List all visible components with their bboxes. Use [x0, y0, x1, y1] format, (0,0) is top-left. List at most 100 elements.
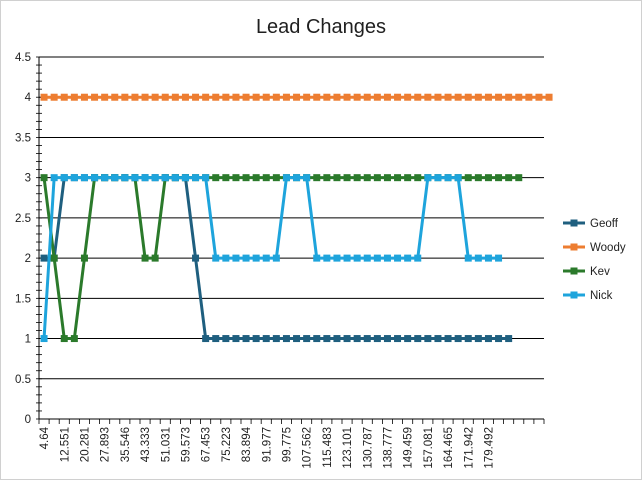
y-tick-label: 3 — [25, 173, 31, 185]
data-point-woody — [222, 93, 230, 101]
data-point-kev — [323, 174, 331, 182]
x-tick-label: 99.775 — [281, 427, 293, 462]
data-point-kev — [464, 174, 472, 182]
data-point-woody — [192, 93, 200, 101]
x-tick-label: 91.977 — [261, 427, 273, 462]
data-point-nick — [151, 174, 159, 182]
data-point-kev — [333, 174, 341, 182]
data-point-geoff — [495, 335, 503, 343]
data-point-geoff — [444, 335, 452, 343]
data-point-geoff — [232, 335, 240, 343]
data-point-nick — [454, 174, 462, 182]
x-tick-label: 20.281 — [79, 427, 91, 462]
data-point-geoff — [282, 335, 290, 343]
legend-label: Woody — [590, 242, 626, 254]
data-point-nick — [262, 254, 270, 262]
data-point-woody — [495, 93, 503, 101]
series-woody — [40, 93, 553, 101]
legend-swatch-marker — [570, 267, 578, 275]
data-point-woody — [141, 93, 149, 101]
data-point-nick — [202, 174, 210, 182]
x-tick-label: 43.333 — [140, 427, 152, 462]
x-tick-label: 115.483 — [322, 427, 334, 468]
data-point-nick — [434, 174, 442, 182]
data-point-nick — [212, 254, 220, 262]
data-point-kev — [495, 174, 503, 182]
data-point-woody — [464, 93, 472, 101]
data-point-nick — [222, 254, 230, 262]
data-point-geoff — [404, 335, 412, 343]
data-point-kev — [151, 254, 159, 262]
data-point-kev — [242, 174, 250, 182]
data-point-geoff — [242, 335, 250, 343]
legend-swatch-marker — [570, 219, 578, 227]
data-point-kev — [262, 174, 270, 182]
data-point-kev — [404, 174, 412, 182]
data-point-woody — [131, 93, 139, 101]
x-tick-label: 171.942 — [463, 427, 475, 469]
data-point-geoff — [272, 335, 280, 343]
data-point-woody — [91, 93, 99, 101]
data-point-kev — [353, 174, 361, 182]
data-point-nick — [394, 254, 402, 262]
data-point-woody — [151, 93, 159, 101]
data-point-geoff — [192, 254, 200, 262]
data-point-woody — [80, 93, 88, 101]
x-tick-label: 149.459 — [403, 427, 415, 469]
data-point-woody — [101, 93, 109, 101]
legend-entry-nick: Nick — [563, 290, 613, 302]
data-point-woody — [484, 93, 492, 101]
data-point-geoff — [262, 335, 270, 343]
data-point-geoff — [434, 335, 442, 343]
data-point-nick — [232, 254, 240, 262]
legend-swatch-marker — [570, 291, 578, 299]
data-point-nick — [373, 254, 381, 262]
legend: Geoff Woody Kev Nick — [563, 218, 626, 302]
data-point-geoff — [323, 335, 331, 343]
data-point-woody — [373, 93, 381, 101]
data-point-nick — [353, 254, 361, 262]
x-tick-label: 130.787 — [362, 427, 374, 469]
data-point-woody — [252, 93, 260, 101]
data-point-geoff — [484, 335, 492, 343]
data-point-woody — [434, 93, 442, 101]
x-tick-label: 75.223 — [221, 427, 233, 462]
data-point-nick — [91, 174, 99, 182]
data-point-nick — [141, 174, 149, 182]
data-point-nick — [192, 174, 200, 182]
data-point-woody — [505, 93, 513, 101]
data-point-geoff — [414, 335, 422, 343]
data-point-kev — [373, 174, 381, 182]
data-point-nick — [323, 254, 331, 262]
data-point-nick — [161, 174, 169, 182]
data-point-nick — [181, 174, 189, 182]
data-point-woody — [333, 93, 341, 101]
axes: 0 0.5 1 1.5 2 2.5 3 3.5 4 4.5 4.64 12.551 20.281 27.8… — [15, 52, 545, 469]
data-point-nick — [414, 254, 422, 262]
data-point-geoff — [424, 335, 432, 343]
data-point-woody — [50, 93, 58, 101]
data-point-kev — [394, 174, 402, 182]
data-point-geoff — [313, 335, 321, 343]
data-point-kev — [383, 174, 391, 182]
data-point-woody — [424, 93, 432, 101]
data-point-kev — [363, 174, 371, 182]
data-point-nick — [333, 254, 341, 262]
x-tick-label: 164.465 — [443, 427, 455, 469]
data-point-woody — [515, 93, 523, 101]
data-point-nick — [313, 254, 321, 262]
data-point-woody — [202, 93, 210, 101]
x-tick-label: 123.101 — [342, 427, 354, 469]
x-tick-label: 107.562 — [302, 427, 314, 469]
data-point-nick — [293, 174, 301, 182]
x-tick-label: 35.546 — [120, 427, 132, 462]
data-point-woody — [232, 93, 240, 101]
data-point-geoff — [394, 335, 402, 343]
y-tick-label: 0.5 — [15, 374, 31, 386]
legend-entry-geoff: Geoff — [563, 218, 619, 230]
data-point-geoff — [293, 335, 301, 343]
data-point-kev — [484, 174, 492, 182]
data-point-geoff — [40, 254, 48, 262]
data-point-kev — [515, 174, 523, 182]
